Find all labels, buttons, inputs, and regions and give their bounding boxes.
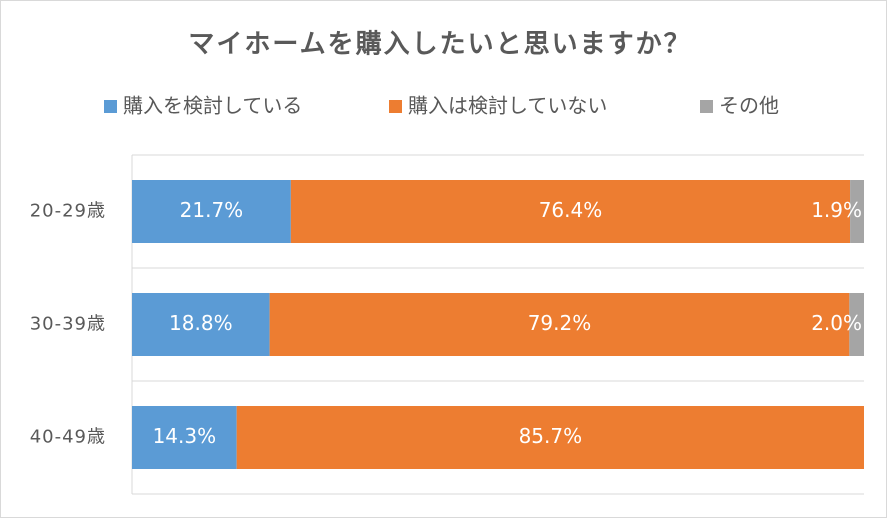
bar-segment: [132, 293, 270, 356]
data-label: 18.8%: [169, 311, 233, 335]
legend-swatch: [389, 100, 402, 113]
legend-label: その他: [719, 94, 779, 118]
y-tick-label: 20-29歳: [30, 201, 106, 222]
data-label: 79.2%: [528, 311, 592, 335]
legend-label: 購入は検討していない: [408, 94, 607, 118]
y-tick-label: 30-39歳: [30, 314, 106, 335]
y-tick-label: 40-49歳: [30, 427, 106, 448]
data-label: 1.9%: [811, 198, 862, 222]
bar-segment: [132, 180, 291, 243]
data-label: 76.4%: [539, 198, 603, 222]
data-label: 14.3%: [153, 424, 217, 448]
data-label: 85.7%: [519, 424, 583, 448]
bar-segment: [236, 406, 864, 469]
legend-label: 購入を検討している: [123, 94, 302, 118]
legend-swatch: [104, 100, 117, 113]
bar-segment: [849, 293, 864, 356]
bar-segment: [290, 180, 851, 243]
chart-title: マイホームを購入したいと思いますか？: [188, 30, 691, 60]
data-label: 2.0%: [811, 311, 862, 335]
legend-swatch: [700, 100, 713, 113]
data-label: 21.7%: [180, 198, 244, 222]
bar-segment: [269, 293, 850, 356]
bar-segment: [850, 180, 864, 243]
bar-segment: [132, 406, 237, 469]
